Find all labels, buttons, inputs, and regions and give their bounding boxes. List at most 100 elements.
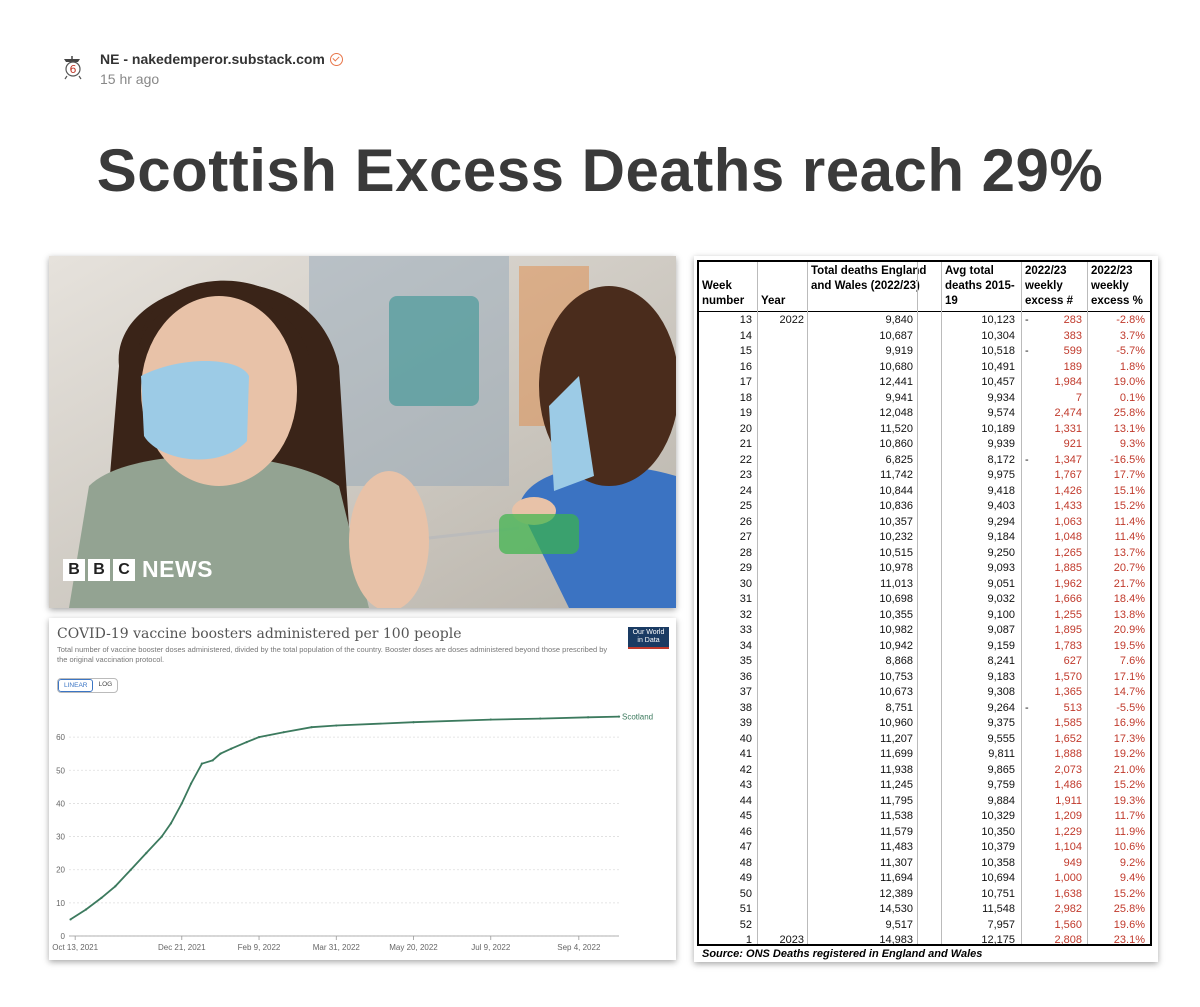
week-cell: 18: [739, 391, 752, 404]
data-point: [160, 835, 163, 838]
total-cell: 9,919: [885, 345, 913, 357]
week-cell: 41: [739, 748, 752, 760]
pct-cell: -2.8%: [1116, 314, 1145, 326]
table-row: 46 11,579 10,350 1,229 11.9%: [699, 825, 1150, 841]
y-tick-label: 20: [56, 866, 65, 875]
week-cell: 25: [739, 500, 752, 512]
table-row: 34 10,942 9,159 1,783 19.5%: [699, 639, 1150, 655]
table-row: 47 11,483 10,379 1,104 10.6%: [699, 840, 1150, 856]
total-cell: 10,355: [879, 608, 913, 621]
pct-cell: 23.1%: [1113, 934, 1145, 946]
data-point: [310, 726, 313, 729]
avg-cell: 8,172: [987, 453, 1015, 466]
table-row: 16 10,680 10,491 189 1.8%: [699, 360, 1150, 376]
excess-cell: 1,063: [1054, 515, 1082, 528]
avg-cell: 8,241: [987, 655, 1015, 667]
week-cell: 29: [739, 562, 752, 574]
avg-cell: 9,184: [987, 531, 1015, 543]
avg-cell: 12,175: [981, 934, 1015, 946]
scale-toggle: LINEAR LOG: [57, 678, 119, 693]
total-cell: 10,515: [879, 546, 913, 559]
excess-cell: 7: [1075, 391, 1082, 404]
avg-cell: 9,418: [987, 484, 1015, 497]
total-cell: 12,048: [879, 407, 913, 419]
col-divider: [807, 262, 808, 944]
total-cell: 11,207: [880, 732, 913, 745]
week-cell: 43: [739, 779, 752, 791]
table-row: 35 8,868 8,241 627 7.6%: [699, 654, 1150, 670]
excess-cell: 921: [1063, 438, 1082, 450]
total-cell: 11,538: [880, 810, 913, 822]
header-total: Total deaths England and Wales (2022/23): [811, 265, 927, 292]
excess-cell: 2,982: [1054, 903, 1082, 915]
verified-check-icon: [329, 52, 343, 66]
avg-cell: 10,694: [981, 872, 1015, 884]
avg-cell: 10,329: [981, 810, 1015, 822]
excess-cell: 1,048: [1054, 531, 1082, 543]
excess-cell: 627: [1063, 655, 1082, 667]
log-toggle[interactable]: LOG: [98, 681, 113, 688]
avg-cell: 9,051: [987, 577, 1015, 590]
table-source: Source: ONS Deaths registered in England…: [702, 948, 983, 960]
minus-cell: -: [1025, 345, 1029, 357]
y-tick-label: 0: [61, 932, 66, 941]
header-week: Week number: [702, 280, 745, 307]
avg-cell: 9,375: [987, 717, 1015, 729]
total-cell: 10,844: [879, 484, 913, 497]
pct-cell: 9.2%: [1119, 856, 1145, 869]
table-row: 19 12,048 9,574 2,474 25.8%: [699, 406, 1150, 422]
table-row: 41 11,699 9,811 1,888 19.2%: [699, 747, 1150, 763]
author-name[interactable]: NE - nakedemperor.substack.com: [100, 51, 343, 67]
linear-toggle[interactable]: LINEAR: [58, 679, 94, 692]
total-cell: 11,245: [880, 779, 913, 791]
excess-cell: 2,474: [1054, 407, 1082, 419]
owid-line1: Our World: [632, 629, 665, 636]
pct-cell: 25.8%: [1113, 903, 1145, 915]
col-divider: [941, 262, 942, 944]
booster-chart: COVID-19 vaccine boosters administered p…: [49, 618, 676, 960]
avg-cell: 10,751: [981, 887, 1015, 900]
excess-cell: 189: [1063, 360, 1082, 373]
owid-logo[interactable]: Our World in Data: [628, 627, 669, 649]
total-cell: 10,357: [879, 515, 913, 528]
table-row: 31 10,698 9,032 1,666 18.4%: [699, 592, 1150, 608]
total-cell: 10,698: [879, 593, 913, 605]
avg-cell: 10,457: [981, 376, 1015, 388]
week-cell: 47: [739, 841, 752, 853]
excess-cell: 383: [1063, 329, 1082, 342]
data-point: [282, 731, 285, 734]
pct-cell: 20.9%: [1113, 624, 1145, 636]
avg-cell: 9,308: [987, 686, 1015, 698]
table-row: 18 9,941 9,934 7 0.1%: [699, 391, 1150, 407]
table-row: 38 8,751 9,264- 513 -5.5%: [699, 701, 1150, 717]
total-cell: 12,441: [879, 376, 913, 388]
avg-cell: 10,304: [981, 329, 1015, 342]
excess-cell: 1,265: [1054, 546, 1082, 559]
excess-cell: 1,560: [1054, 918, 1082, 931]
pct-cell: 19.0%: [1113, 376, 1145, 388]
total-cell: 10,673: [879, 686, 913, 698]
year-cell: 2023: [779, 934, 804, 946]
week-cell: 40: [739, 732, 752, 745]
excess-cell: 1,652: [1054, 732, 1082, 745]
header-avg: Avg total deaths 2015-19: [945, 265, 1015, 307]
week-cell: 24: [739, 484, 752, 497]
table-row: 24 10,844 9,418 1,426 15.1%: [699, 484, 1150, 500]
excess-cell: 1,962: [1054, 577, 1082, 590]
week-cell: 38: [739, 701, 752, 714]
week-cell: 48: [739, 856, 752, 869]
data-point: [489, 718, 492, 721]
data-point: [587, 716, 590, 719]
total-cell: 14,530: [879, 903, 913, 915]
excess-cell: 2,073: [1054, 763, 1082, 776]
pct-cell: 11.4%: [1114, 531, 1145, 543]
data-point: [84, 908, 88, 911]
week-cell: 30: [739, 577, 752, 590]
week-cell: 51: [739, 903, 752, 915]
x-tick-label: Feb 9, 2022: [238, 943, 281, 952]
emperor-avatar-icon[interactable]: 6: [58, 52, 86, 80]
avatar-number: 6: [70, 63, 77, 76]
avg-cell: 10,491: [981, 360, 1015, 373]
avg-cell: 9,975: [987, 469, 1015, 481]
week-cell: 35: [739, 655, 752, 667]
